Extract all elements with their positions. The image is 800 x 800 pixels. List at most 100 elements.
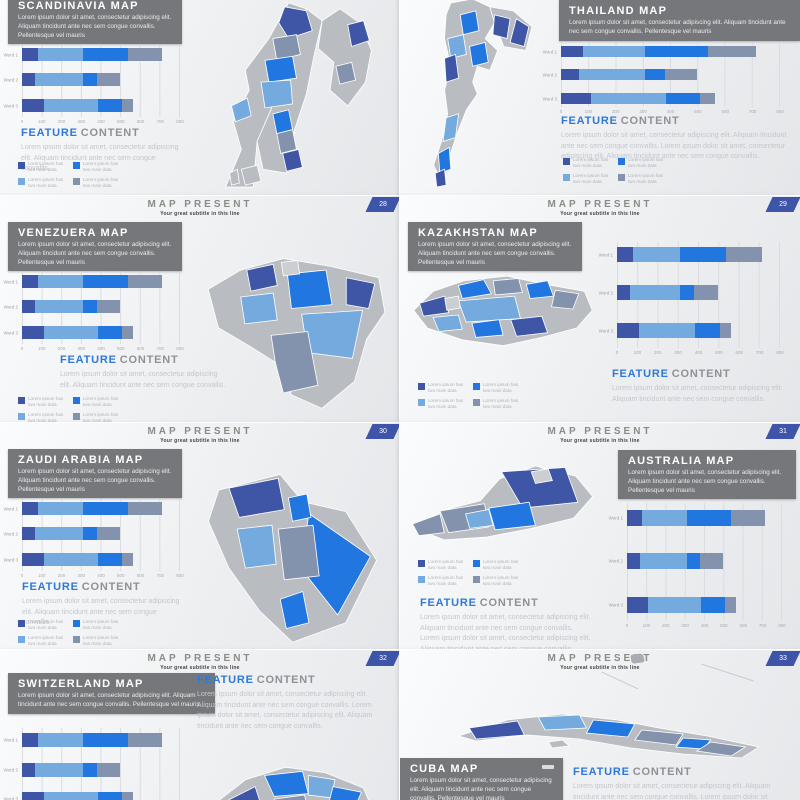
feature-content-block: FEATURE CONTENT Lorem ipsum dolor sit amet… [573, 766, 778, 800]
legend-item: Lorem ipsum has two main data [73, 177, 128, 193]
bar-segment-bright-blue [645, 46, 709, 57]
bar-category-label: Word 2 [3, 77, 18, 82]
bar-category-label: Word 3 [608, 602, 623, 608]
bar-segment-light-blue [639, 323, 695, 338]
x-axis-tick-label: 700 [758, 623, 767, 628]
legend-swatch [73, 178, 80, 185]
legend-label-line2: two main data [573, 163, 602, 169]
legend-label-line2: two main data [428, 404, 457, 410]
x-axis-tick-label: 600 [136, 346, 145, 351]
slide-number: 30 [379, 428, 387, 435]
slide-number-badge: 30 [365, 424, 400, 439]
slide-header-band: THAILAND MAP Lorem ipsum dolor sit amet,… [559, 0, 800, 41]
slide-header-band: ZAUDI ARABIA MAP Lorem ipsum dolor sit a… [8, 449, 182, 499]
feature-paragraph: Lorem ipsum dolor sit amet, consectetur … [561, 132, 787, 160]
legend-label-line1: Lorem ipsum has [483, 398, 519, 403]
bar-segment-slate-gray [127, 275, 163, 288]
legend-item: Lorem ipsum has two main data [418, 575, 473, 591]
legend-swatch [563, 158, 570, 165]
legend-label: Lorem ipsum has two main data [28, 412, 63, 423]
feature-heading-word2: CONTENT [81, 581, 141, 593]
legend-swatch [18, 413, 25, 420]
legend-label-line2: two main data [83, 625, 112, 631]
x-axis-tick-label: 400 [97, 346, 105, 351]
x-axis-tick-label: 600 [739, 623, 748, 628]
bar-segment-slate-gray [700, 553, 724, 569]
slide-header-text: Lorem ipsum dolor sit amet, consectetur … [418, 241, 572, 266]
x-axis-tick-label: 0 [20, 573, 24, 578]
bar-category-label: Word 2 [3, 531, 18, 536]
bar-row: Word 3 [4, 792, 179, 800]
map-present-header: MAP PRESENT Your great subtitle in this … [400, 426, 800, 444]
x-axis-tick-label: 700 [156, 119, 165, 124]
legend-item: Lorem ipsum has two main data [418, 398, 473, 414]
slide-header-text: Lorem ipsum dolor sit amet, consectetur … [410, 777, 552, 800]
slide-thumbnail-cuba[interactable]: MAP PRESENT Your great subtitle in this … [399, 649, 800, 800]
slide-title: THAILAND MAP [569, 5, 668, 17]
feature-paragraph: Lorem ipsum dolor sit amet, consectetur … [573, 783, 771, 800]
legend-label-line1: Lorem ipsum has [28, 635, 64, 640]
legend-item: Lorem ipsum has two main data [73, 396, 128, 412]
legend-item: Lorem ipsum has two main data [18, 396, 73, 412]
legend-item: Lorem ipsum has two main data [418, 559, 473, 575]
x-axis-tick-label: 0 [20, 119, 24, 124]
bar-segment-bright-blue [686, 553, 701, 569]
bar-category-label: Word 2 [608, 558, 623, 564]
bar-segment-slate-gray [708, 46, 756, 57]
bar-segment-light-blue [37, 733, 83, 747]
bar-row: Word 3 [599, 323, 779, 338]
slide-thumbnail-saudi-arabia[interactable]: MAP PRESENT Your great subtitle in this … [0, 422, 401, 651]
bar-category-label: Word 2 [542, 72, 557, 77]
x-axis-tick-label: 500 [116, 346, 125, 351]
legend-label: Lorem ipsum has two main data [573, 173, 608, 189]
legend-label: Lorem ipsum has two main data [28, 619, 63, 635]
legend-label-line1: Lorem ipsum has [83, 619, 119, 624]
legend-item: Lorem ipsum has two main data [18, 619, 73, 635]
bar-segment-dark-blue [22, 502, 38, 515]
legend-item: Lorem ipsum has two main data [73, 161, 128, 177]
legend-label-line1: Lorem ipsum has [83, 161, 119, 166]
x-axis-tick-label: 200 [653, 350, 662, 355]
map-present-subtitle: Your great subtitle in this line [160, 438, 240, 444]
legend-label-line2: two main data [83, 641, 112, 647]
feature-content-block: FEATURE CONTENT Lorem ipsum dolor sit amet… [197, 674, 383, 732]
bar-segment-light-blue [590, 93, 666, 104]
bar-row: Word 1 [4, 48, 179, 61]
legend-label-line2: two main data [28, 625, 57, 631]
x-axis-tick-label: 300 [77, 573, 86, 578]
x-axis-tick-label: 200 [57, 573, 66, 578]
legend-label: Lorem ipsum has two main data [483, 575, 518, 591]
slide-title: AUSTRALIA MAP [628, 455, 735, 467]
slide-header-band: KAZAKHSTAN MAP Lorem ipsum dolor sit ame… [408, 222, 582, 272]
bar-segment-dark-blue [617, 247, 634, 262]
bar-segment-bright-blue [82, 763, 97, 777]
feature-content-block: FEATURE CONTENT Lorem ipsum dolor sit amet… [420, 597, 592, 650]
bar-category-label: Word 1 [3, 279, 18, 284]
legend-label-line1: Lorem ipsum has [28, 619, 64, 624]
slide-thumbnail-switzerland[interactable]: MAP PRESENT Your great subtitle in this … [0, 649, 401, 800]
slide-thumbnail-venezuela[interactable]: MAP PRESENT Your great subtitle in this … [0, 195, 401, 424]
x-axis-tick-label: 300 [77, 119, 86, 124]
legend-label-line2: two main data [483, 388, 512, 394]
slide-thumbnail-australia[interactable]: MAP PRESENT Your great subtitle in this … [399, 422, 800, 651]
feature-heading-word1: FEATURE [420, 597, 477, 609]
legend-swatch [563, 174, 570, 181]
stacked-bar-chart: Word 1 Word 2 Word 3 0 100 200 300 400 500 600 700… [4, 272, 184, 353]
feature-paragraph: Lorem ipsum dolor sit amet, consectetur … [60, 371, 226, 389]
map-thailand [404, 0, 560, 193]
bar-segment-slate-gray [726, 247, 762, 262]
bar-segment-dark-blue [627, 510, 643, 526]
bar-segment-bright-blue [97, 792, 123, 800]
slide-title: CUBA MAP [410, 763, 479, 775]
legend-swatch [473, 560, 480, 567]
bar-row: Word 1 [609, 510, 781, 526]
legend-item: Lorem ipsum has two main data [18, 161, 73, 177]
slide-number-badge: 28 [365, 197, 400, 212]
slide-thumbnail-kazakhstan[interactable]: MAP PRESENT Your great subtitle in this … [399, 195, 800, 424]
x-axis-tick-label: 400 [700, 623, 709, 628]
slide-thumbnail-thailand[interactable]: THAILAND MAP Lorem ipsum dolor sit amet,… [399, 0, 800, 197]
bar-segment-light-blue [37, 275, 83, 288]
legend-label: Lorem ipsum has two main data [628, 173, 663, 189]
slide-thumbnail-scandinavia[interactable]: SCANDINAVIA MAP Lorem ipsum dolor sit am… [0, 0, 401, 197]
x-axis-tick-label: 400 [97, 119, 105, 124]
